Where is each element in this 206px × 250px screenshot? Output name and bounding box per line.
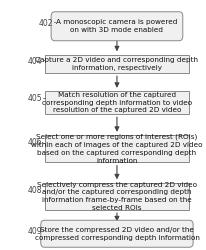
FancyBboxPatch shape [44,183,188,210]
FancyBboxPatch shape [44,135,188,162]
FancyBboxPatch shape [44,55,188,73]
Text: 408: 408 [28,186,42,195]
Text: Match resolution of the captured
corresponding depth information to video
resolu: Match resolution of the captured corresp… [42,92,191,113]
Text: 406: 406 [28,138,42,147]
Text: 409: 409 [28,227,42,236]
Text: 404: 404 [28,57,42,66]
FancyBboxPatch shape [44,91,188,114]
Text: 405: 405 [28,94,42,103]
FancyBboxPatch shape [41,220,192,247]
Text: Select one or more regions of interest (ROIs)
within each of images of the captu: Select one or more regions of interest (… [31,134,202,164]
Text: A monoscopic camera is powered
on with 3D mode enabled: A monoscopic camera is powered on with 3… [56,20,177,33]
Text: Store the compressed 2D video and/or the
compressed corresponding depth informat: Store the compressed 2D video and/or the… [34,227,198,240]
Text: 402: 402 [38,19,53,28]
Text: Capture a 2D video and corresponding depth
information, respectively: Capture a 2D video and corresponding dep… [35,57,198,70]
Text: Selectively compress the captured 2D video
and/or the captured corresponding dep: Selectively compress the captured 2D vid… [37,182,196,211]
FancyBboxPatch shape [51,12,182,41]
